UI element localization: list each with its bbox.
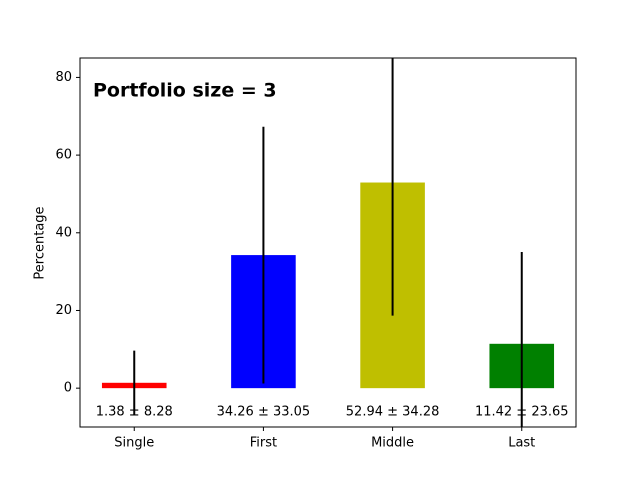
x-tick-label: Middle <box>371 436 414 451</box>
y-tick-label: 40 <box>55 225 72 240</box>
axes-frame <box>79 57 577 428</box>
value-label: 34.26 ± 33.05 <box>217 405 311 420</box>
y-tick-label: 60 <box>55 148 72 163</box>
y-tick-label: 0 <box>64 381 72 396</box>
plot-area <box>101 58 555 427</box>
y-tick-label: 20 <box>55 303 72 318</box>
x-tick-label: Last <box>508 436 535 451</box>
value-label: 1.38 ± 8.28 <box>96 405 173 420</box>
y-tick-label: 80 <box>55 70 72 85</box>
y-axis-label: Percentage <box>33 206 48 279</box>
value-label: 11.42 ± 23.65 <box>475 405 569 420</box>
x-tick-label: First <box>250 436 277 451</box>
annotation: Portfolio size = 3 <box>93 80 277 102</box>
x-tick-label: Single <box>114 436 154 451</box>
value-label: 52.94 ± 34.28 <box>346 405 440 420</box>
